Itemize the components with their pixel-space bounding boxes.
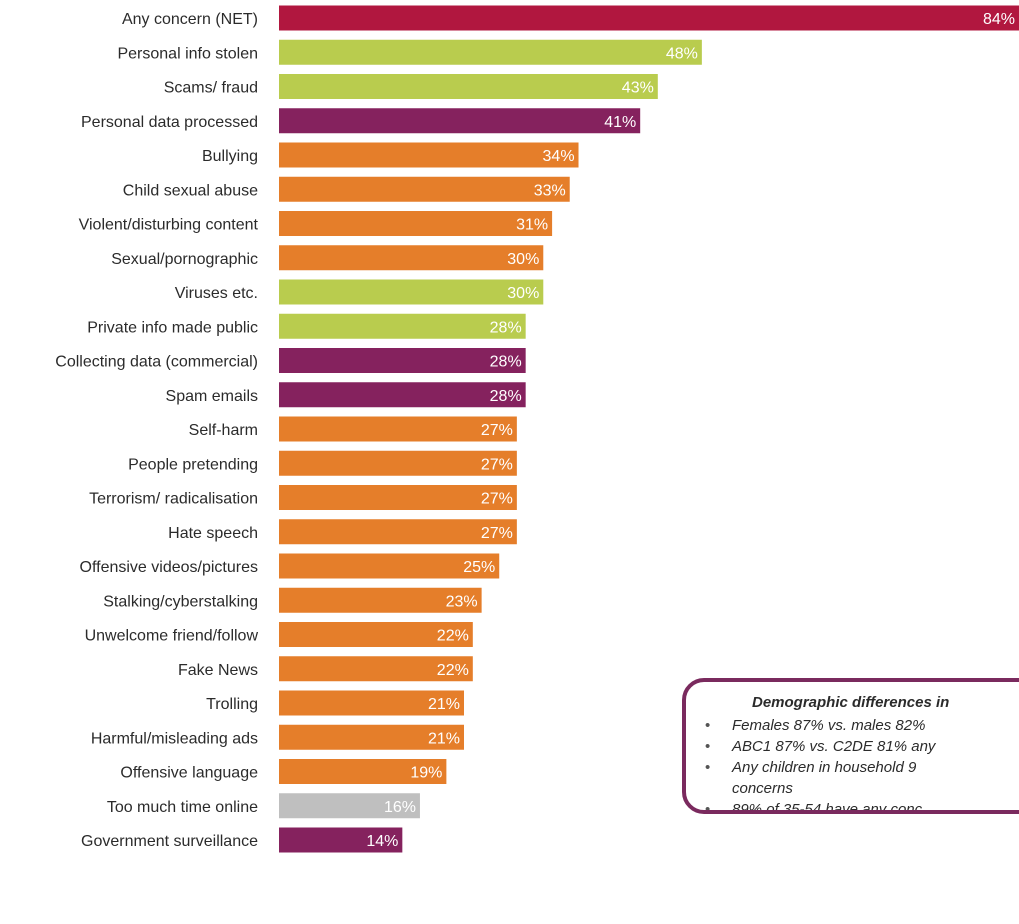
value-label-4: 41% — [604, 114, 636, 131]
bar-11 — [279, 348, 526, 373]
bar-9 — [279, 279, 544, 305]
bar-7 — [279, 211, 553, 236]
bar-17 — [279, 553, 500, 579]
value-label-22: 21% — [428, 730, 460, 747]
callout-bullet-list: Females 87% vs. males 82% ABC1 87% vs. C… — [700, 715, 1019, 810]
category-label-15: Terrorism/ radicalisation — [89, 491, 258, 508]
value-label-15: 27% — [481, 491, 513, 508]
value-label-18: 23% — [446, 593, 478, 610]
callout-bullet-3: Any children in household 9 concerns — [700, 757, 1019, 799]
bar-2 — [279, 39, 702, 65]
category-label-8: Sexual/pornographic — [111, 251, 258, 268]
category-label-6: Child sexual abuse — [123, 182, 258, 199]
value-label-5: 34% — [543, 148, 575, 165]
bar-12 — [279, 382, 526, 408]
callout-bullet-3-line2: concerns — [732, 780, 793, 797]
value-label-9: 30% — [507, 285, 539, 302]
value-label-12: 28% — [490, 388, 522, 405]
value-label-24: 16% — [384, 799, 416, 816]
value-label-19: 22% — [437, 628, 469, 645]
bar-4 — [279, 108, 641, 134]
bar-6 — [279, 176, 570, 202]
bar-3 — [279, 74, 658, 99]
bar-18 — [279, 587, 482, 613]
callout-bullet-1: Females 87% vs. males 82% — [700, 715, 1019, 736]
category-label-22: Harmful/misleading ads — [91, 730, 258, 747]
value-label-6: 33% — [534, 182, 566, 199]
callout-title: Demographic differences in — [752, 694, 950, 711]
category-label-19: Unwelcome friend/follow — [85, 628, 259, 645]
value-label-13: 27% — [481, 422, 513, 439]
category-label-14: People pretending — [128, 456, 258, 473]
value-label-17: 25% — [463, 559, 495, 576]
callout-bullet-2: ABC1 87% vs. C2DE 81% any — [700, 736, 1019, 757]
bar-23 — [279, 759, 447, 784]
category-label-4: Personal data processed — [81, 114, 258, 131]
value-label-1: 84% — [983, 11, 1015, 28]
value-label-20: 22% — [437, 662, 469, 679]
category-label-24: Too much time online — [107, 799, 258, 816]
bar-13 — [279, 416, 517, 442]
bar-1 — [279, 5, 1019, 31]
category-label-9: Viruses etc. — [175, 285, 258, 302]
category-label-25: Government surveillance — [81, 833, 258, 850]
bar-14 — [279, 450, 517, 476]
bar-24 — [279, 793, 420, 819]
category-label-7: Violent/disturbing content — [79, 217, 259, 234]
bar-5 — [279, 142, 579, 168]
category-label-2: Personal info stolen — [117, 45, 258, 62]
category-label-17: Offensive videos/pictures — [80, 559, 258, 576]
value-label-21: 21% — [428, 696, 460, 713]
category-label-11: Collecting data (commercial) — [55, 354, 258, 371]
value-label-7: 31% — [516, 217, 548, 234]
category-label-21: Trolling — [206, 696, 258, 713]
value-label-11: 28% — [490, 354, 522, 371]
bar-8 — [279, 245, 544, 271]
value-label-23: 19% — [410, 765, 442, 782]
category-label-13: Self-harm — [189, 422, 258, 439]
callout-bullet-3-line1: Any children in household 9 — [732, 759, 917, 776]
bar-10 — [279, 313, 526, 339]
category-label-1: Any concern (NET) — [122, 11, 258, 28]
bar-21 — [279, 690, 464, 716]
category-label-16: Hate speech — [168, 525, 258, 542]
bar-20 — [279, 656, 473, 682]
bar-19 — [279, 622, 473, 647]
value-label-8: 30% — [507, 251, 539, 268]
bar-16 — [279, 519, 517, 545]
category-label-23: Offensive language — [120, 765, 258, 782]
value-label-25: 14% — [366, 833, 398, 850]
demographic-callout: Demographic differences in Females 87% v… — [682, 678, 1019, 814]
category-label-12: Spam emails — [166, 388, 258, 405]
callout-bullet-4: 89% of 35-54 have any conc — [700, 799, 1019, 810]
value-label-2: 48% — [666, 45, 698, 62]
bar-25 — [279, 827, 403, 853]
category-label-10: Private info made public — [87, 319, 258, 336]
bar-22 — [279, 724, 464, 750]
category-label-18: Stalking/cyberstalking — [103, 593, 258, 610]
value-label-10: 28% — [490, 319, 522, 336]
category-label-20: Fake News — [178, 662, 258, 679]
category-label-5: Bullying — [202, 148, 258, 165]
value-label-16: 27% — [481, 525, 513, 542]
value-label-14: 27% — [481, 456, 513, 473]
value-label-3: 43% — [622, 80, 654, 97]
category-label-3: Scams/ fraud — [164, 80, 258, 97]
bar-15 — [279, 485, 517, 510]
